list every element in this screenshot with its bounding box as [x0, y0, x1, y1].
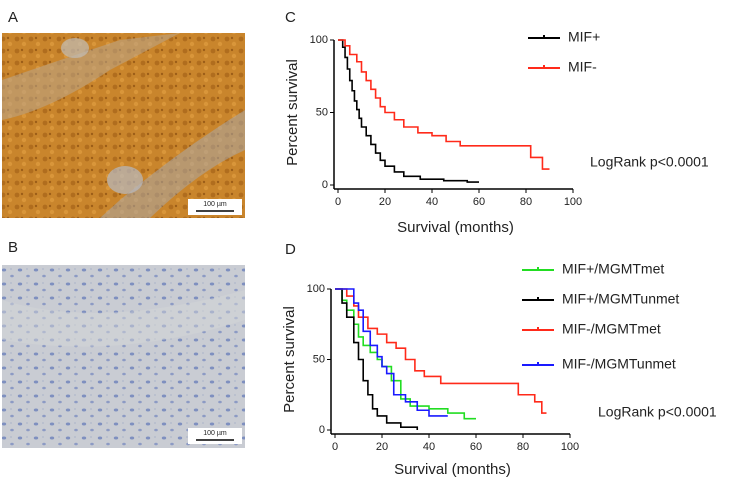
y-tick-label: 50: [316, 106, 328, 118]
x-tick-label: 100: [561, 441, 579, 453]
y-tick-label: 0: [319, 424, 325, 436]
x-tick-label: 20: [379, 196, 391, 208]
micrograph-a: [2, 33, 245, 218]
legend-label: MIF-/MGMTunmet: [562, 356, 676, 372]
legend-label: MIF+: [568, 29, 600, 45]
legend-label: MIF+/MGMTmet: [562, 261, 664, 277]
legend-label: MIF-/MGMTmet: [562, 321, 661, 337]
scale-bar-label: 100 µm: [203, 201, 227, 208]
survival-curve: [335, 288, 547, 414]
x-tick-label: 80: [517, 441, 529, 453]
survival-curve: [335, 288, 448, 417]
survival-curve: [338, 39, 550, 170]
annotation: LogRank p<0.0001: [598, 404, 717, 420]
legend-label: MIF-: [568, 59, 597, 75]
survival-curve: [338, 39, 479, 183]
x-tick-label: 60: [473, 196, 485, 208]
x-tick-label: 0: [335, 196, 341, 208]
y-axis-label: Percent survival: [281, 306, 298, 413]
survival-curve: [335, 288, 419, 430]
panel-label: B: [8, 239, 18, 256]
x-tick-label: 100: [564, 196, 582, 208]
x-axis-label: Survival (months): [397, 219, 514, 236]
panel-label: C: [285, 9, 296, 26]
micrograph-b: [2, 265, 245, 448]
survival-curve: [335, 288, 476, 420]
x-tick-label: 0: [332, 441, 338, 453]
panel-label: A: [8, 9, 18, 26]
scale-bar-label: 100 µm: [203, 430, 227, 437]
x-tick-label: 80: [520, 196, 532, 208]
y-tick-label: 0: [322, 179, 328, 191]
panel-label: D: [285, 241, 296, 258]
x-axis-label: Survival (months): [394, 461, 511, 478]
y-axis-label: Percent survival: [284, 59, 301, 166]
x-tick-label: 60: [470, 441, 482, 453]
y-tick-label: 100: [307, 283, 325, 295]
y-tick-label: 100: [310, 34, 328, 46]
y-tick-label: 50: [313, 353, 325, 365]
legend-label: MIF+/MGMTunmet: [562, 291, 679, 307]
annotation: LogRank p<0.0001: [590, 154, 709, 170]
x-tick-label: 20: [376, 441, 388, 453]
x-tick-label: 40: [423, 441, 435, 453]
x-tick-label: 40: [426, 196, 438, 208]
